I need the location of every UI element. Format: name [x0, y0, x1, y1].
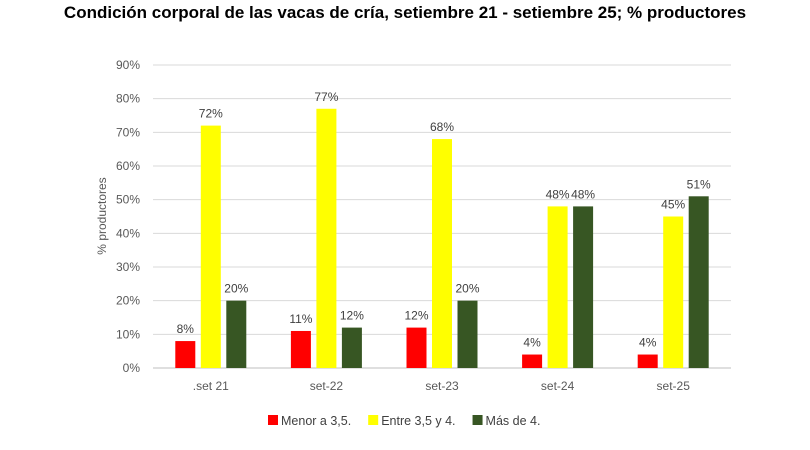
- data-label: 20%: [455, 282, 479, 296]
- chart-title: Condición corporal de las vacas de cría,…: [64, 3, 746, 22]
- bar-1-5: [637, 354, 658, 368]
- x-tick-label: set-25: [657, 379, 691, 393]
- bar-3-4: [573, 206, 594, 368]
- legend-swatch: [368, 415, 379, 425]
- y-tick-label: 50%: [116, 193, 140, 207]
- bar-3-5: [688, 196, 709, 368]
- y-tick-label: 10%: [116, 327, 140, 341]
- legend-label: Más de 4.: [486, 414, 541, 428]
- bar-1-1: [175, 341, 196, 368]
- data-label: 11%: [289, 312, 312, 326]
- data-label: 12%: [340, 309, 364, 323]
- bar-2-1: [200, 125, 221, 368]
- data-label: 77%: [314, 90, 338, 104]
- data-label: 72%: [199, 107, 223, 121]
- y-tick-label: 0%: [123, 361, 141, 375]
- legend-label: Menor a 3,5.: [281, 414, 351, 428]
- data-label: 48%: [546, 187, 570, 201]
- data-label: 4%: [523, 336, 541, 350]
- bar-3-1: [226, 300, 247, 368]
- y-tick-label: 60%: [116, 159, 140, 173]
- data-label: 8%: [177, 322, 195, 336]
- legend-swatch: [472, 415, 483, 425]
- x-tick-label: .set 21: [193, 379, 229, 393]
- bar-1-2: [290, 330, 311, 368]
- bar-3-3: [457, 300, 478, 368]
- y-tick-label: 20%: [116, 294, 140, 308]
- legend-label: Entre 3,5 y 4.: [381, 414, 455, 428]
- data-label: 51%: [687, 177, 711, 191]
- x-tick-label: set-23: [425, 379, 459, 393]
- data-label: 20%: [224, 282, 248, 296]
- data-label: 4%: [639, 336, 657, 350]
- y-tick-label: 90%: [116, 58, 140, 72]
- data-label: 45%: [661, 198, 685, 212]
- bar-1-4: [522, 354, 543, 368]
- y-tick-label: 40%: [116, 226, 140, 240]
- bar-2-4: [547, 206, 568, 368]
- y-tick-label: 70%: [116, 125, 140, 139]
- y-axis-label: % productores: [95, 177, 109, 254]
- bar-2-2: [316, 108, 337, 369]
- y-tick-label: 30%: [116, 260, 140, 274]
- bar-3-2: [341, 327, 362, 368]
- bar-2-5: [663, 216, 684, 368]
- bar-1-3: [406, 327, 427, 368]
- bar-2-3: [432, 139, 452, 368]
- legend-swatch: [268, 415, 278, 425]
- y-tick-label: 80%: [116, 92, 140, 106]
- x-tick-label: set-24: [541, 379, 575, 393]
- data-label: 48%: [571, 187, 595, 201]
- x-tick-label: set-22: [310, 379, 344, 393]
- data-label: 68%: [430, 120, 454, 134]
- data-label: 12%: [404, 309, 428, 323]
